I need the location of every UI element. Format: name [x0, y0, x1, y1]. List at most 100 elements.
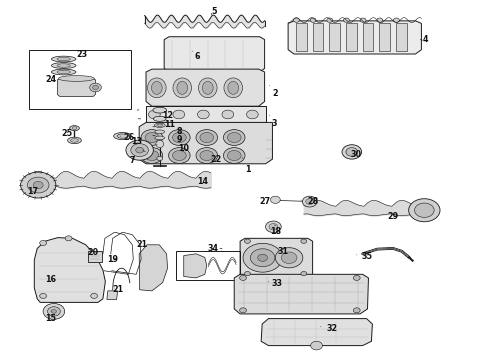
Circle shape	[275, 248, 303, 268]
Circle shape	[270, 196, 280, 203]
Polygon shape	[146, 106, 266, 122]
Circle shape	[65, 236, 72, 241]
Ellipse shape	[72, 127, 77, 130]
Circle shape	[141, 130, 163, 145]
Text: 23: 23	[77, 50, 88, 59]
Text: 24: 24	[45, 76, 56, 85]
Text: 26: 26	[123, 133, 135, 142]
Circle shape	[393, 18, 399, 22]
Text: 7: 7	[130, 156, 135, 165]
Circle shape	[243, 243, 282, 272]
Ellipse shape	[157, 124, 163, 126]
Circle shape	[360, 18, 366, 22]
Circle shape	[294, 18, 299, 22]
Polygon shape	[261, 319, 372, 346]
Text: 10: 10	[178, 144, 189, 153]
Polygon shape	[240, 238, 313, 278]
Text: 33: 33	[272, 279, 283, 288]
Text: 12: 12	[162, 111, 173, 120]
Circle shape	[302, 196, 317, 207]
Ellipse shape	[117, 134, 128, 138]
Ellipse shape	[59, 76, 94, 81]
Circle shape	[258, 254, 268, 261]
Circle shape	[281, 252, 297, 264]
Polygon shape	[329, 23, 340, 51]
Ellipse shape	[155, 130, 165, 134]
Text: 35: 35	[362, 252, 372, 261]
Polygon shape	[346, 23, 357, 51]
Text: 27: 27	[260, 197, 271, 206]
Text: 19: 19	[107, 256, 118, 264]
Polygon shape	[363, 23, 373, 51]
Polygon shape	[139, 122, 272, 164]
Text: 11: 11	[165, 120, 175, 129]
Text: 1: 1	[245, 165, 250, 174]
Circle shape	[245, 271, 250, 276]
Polygon shape	[313, 23, 323, 51]
Polygon shape	[88, 251, 102, 262]
Text: 2: 2	[272, 89, 277, 98]
Circle shape	[240, 308, 246, 313]
Circle shape	[148, 110, 160, 119]
Circle shape	[90, 83, 101, 92]
Circle shape	[377, 18, 383, 22]
Circle shape	[145, 132, 159, 143]
Circle shape	[250, 249, 275, 267]
Text: 3: 3	[272, 118, 277, 127]
Ellipse shape	[153, 116, 166, 121]
Circle shape	[172, 132, 186, 143]
Circle shape	[145, 150, 159, 161]
Circle shape	[48, 307, 60, 316]
Circle shape	[141, 148, 163, 163]
Circle shape	[43, 303, 65, 319]
Polygon shape	[379, 23, 390, 51]
Circle shape	[222, 110, 234, 119]
Circle shape	[227, 150, 241, 161]
Ellipse shape	[57, 57, 71, 61]
Circle shape	[136, 147, 144, 153]
Ellipse shape	[68, 137, 81, 144]
Circle shape	[172, 150, 186, 161]
Circle shape	[196, 130, 218, 145]
Ellipse shape	[154, 123, 165, 127]
Circle shape	[126, 140, 153, 160]
Polygon shape	[288, 21, 421, 54]
Polygon shape	[57, 78, 96, 96]
Circle shape	[27, 177, 49, 193]
Circle shape	[40, 240, 47, 246]
Polygon shape	[234, 274, 368, 314]
Ellipse shape	[71, 139, 78, 142]
Ellipse shape	[57, 64, 71, 67]
Circle shape	[197, 110, 209, 119]
Polygon shape	[107, 291, 118, 300]
Polygon shape	[184, 254, 207, 278]
Text: 6: 6	[195, 52, 200, 60]
Circle shape	[245, 239, 250, 243]
Circle shape	[93, 85, 98, 90]
Circle shape	[306, 199, 314, 204]
Text: 22: 22	[211, 154, 222, 163]
Text: 28: 28	[308, 197, 319, 206]
Ellipse shape	[51, 63, 76, 68]
Circle shape	[343, 18, 349, 22]
Ellipse shape	[70, 126, 79, 131]
Polygon shape	[139, 245, 168, 291]
Circle shape	[346, 148, 358, 156]
Polygon shape	[34, 238, 105, 302]
Ellipse shape	[147, 78, 166, 98]
Text: 8: 8	[176, 126, 182, 135]
Ellipse shape	[153, 107, 167, 113]
Text: 31: 31	[277, 248, 288, 256]
Circle shape	[157, 156, 163, 161]
Circle shape	[173, 110, 185, 119]
Text: 18: 18	[270, 227, 282, 236]
Text: 15: 15	[45, 315, 56, 323]
Text: 29: 29	[387, 212, 398, 221]
Circle shape	[240, 275, 246, 280]
Ellipse shape	[51, 56, 76, 62]
Circle shape	[21, 172, 56, 198]
Ellipse shape	[224, 78, 243, 98]
Ellipse shape	[155, 136, 165, 140]
Circle shape	[40, 293, 47, 298]
Text: 20: 20	[87, 248, 98, 257]
